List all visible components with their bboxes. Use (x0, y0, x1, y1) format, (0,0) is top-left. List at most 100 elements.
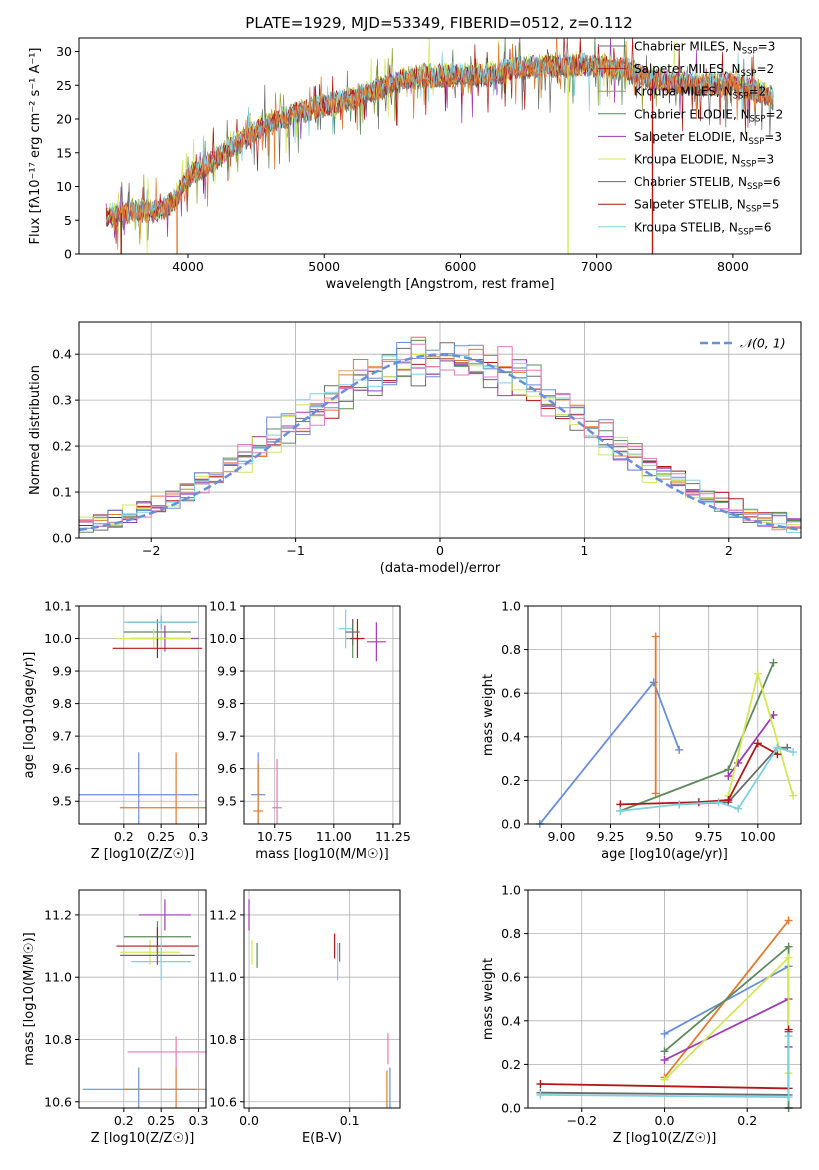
weight-line (663, 955, 790, 1081)
y-tick-label: 10.0 (209, 631, 237, 646)
weight-line (663, 944, 790, 1108)
x-tick-label: 10.75 (257, 829, 293, 844)
y-tick-label: 10.1 (209, 599, 237, 614)
y-tick-label: 1.0 (501, 599, 521, 614)
x-axis-label: Z [log10(Z/Z☉)] (91, 1131, 195, 1146)
x-tick-label: 0.3 (189, 1113, 209, 1128)
y-tick-label: 9.7 (52, 729, 72, 744)
y-axis-label: Normed distribution (28, 365, 43, 495)
y-tick-label: 9.8 (217, 696, 237, 711)
y-tick-label: 0.0 (501, 1101, 521, 1116)
axes-frame (527, 605, 802, 825)
chart-mass-vs-Z: 0.2 0.25 0.3 10.6 10.8 11.0 11.2 Z [log10(Z/Z☉)… (22, 889, 209, 1146)
y-tick-label: 10.8 (209, 1032, 237, 1047)
legend-text: Kroupa STELIB, N (634, 220, 738, 234)
y-tick-label: 11.2 (209, 907, 237, 922)
legend-label: Salpeter ELODIE, NSSP=3 (634, 130, 782, 147)
y-axis-label: Flux [fλ10⁻¹⁷ erg cm⁻² s⁻¹ A⁻¹] (28, 48, 43, 245)
x-tick-label: 2 (725, 543, 733, 558)
x-tick-label: 0.25 (147, 829, 175, 844)
chart-spectrum: 4000 5000 6000 7000 8000 0 5 10 15 20 25 30 waveleng… (28, 37, 802, 292)
y-tick-label: 0.6 (501, 970, 521, 985)
y-tick-label: 0.8 (501, 642, 521, 657)
x-axis-label: mass [log10(M/M☉)] (255, 847, 388, 862)
legend-text: =6 (763, 175, 781, 189)
x-axis-label: wavelength [Angstrom, rest frame] (326, 277, 555, 292)
x-tick-label: 0.2 (114, 1113, 134, 1128)
x-axis-label: (data-model)/error (380, 561, 501, 576)
chart-mass-vs-ebv: 0.0 0.1 10.6 10.8 11.0 11.2 E(B-V) (209, 889, 401, 1146)
y-tick-label: 15 (56, 145, 72, 160)
x-tick-label: 0.25 (147, 1113, 175, 1128)
x-axis-label: age [log10(age/yr)] (601, 847, 728, 862)
y-tick-label: 9.8 (52, 696, 72, 711)
x-tick-label: 7000 (581, 259, 613, 274)
legend-text: =5 (762, 198, 780, 212)
y-tick-label: 10.1 (44, 599, 72, 614)
x-tick-label: 9.50 (646, 829, 674, 844)
y-tick-label: 9.9 (217, 664, 237, 679)
legend-label: Kroupa MILES, NSSP=2 (634, 85, 766, 102)
legend-text: Salpeter ELODIE, N (634, 130, 748, 144)
y-axis-label: mass weight (481, 958, 496, 1040)
y-tick-label: 0.4 (501, 729, 521, 744)
legend-label: Salpeter STELIB, NSSP=5 (634, 198, 779, 215)
x-tick-label: 9.75 (695, 829, 723, 844)
legend-text: =3 (764, 130, 782, 144)
y-tick-label: 9.6 (52, 761, 72, 776)
x-tick-label: 4000 (172, 259, 204, 274)
x-tick-label: 0.0 (655, 1113, 675, 1128)
legend-text: Salpeter MILES, N (634, 62, 741, 76)
y-tick-label: 9.5 (217, 794, 237, 809)
y-tick-label: 0.8 (501, 926, 521, 941)
axes-frame (243, 605, 401, 825)
spectrum-line (105, 38, 774, 245)
legend-sub: SSP (746, 205, 762, 215)
legend-text: Chabrier MILES, N (634, 40, 742, 54)
x-tick-label: 10.00 (740, 829, 776, 844)
y-tick-label: 9.7 (217, 729, 237, 744)
y-tick-label: 10.6 (44, 1094, 72, 1109)
weight-line (664, 997, 790, 1061)
chart-residuals: −2 −1 0 1 2 0.0 0.1 0.2 0.3 0.4 (data-model)/error… (28, 321, 802, 576)
x-tick-label: 1 (580, 543, 588, 558)
legend-label: Chabrier STELIB, NSSP=6 (634, 175, 781, 192)
x-tick-label: 11.00 (316, 829, 352, 844)
legend-label: Salpeter MILES, NSSP=2 (634, 62, 774, 79)
legend-sub: SSP (748, 137, 764, 147)
y-tick-label: 5 (64, 213, 72, 228)
y-tick-label: 0.0 (501, 817, 521, 832)
y-tick-label: 11.0 (209, 970, 237, 985)
x-tick-label: −1 (286, 543, 304, 558)
x-tick-label: 0.2 (114, 829, 134, 844)
y-axis-label: mass [log10(M/M☉)] (22, 932, 37, 1065)
x-tick-label: 11.25 (375, 829, 411, 844)
axes-frame (243, 889, 401, 1109)
legend-text: =2 (766, 107, 784, 121)
y-tick-label: 11.2 (44, 907, 72, 922)
x-tick-label: 9.00 (547, 829, 575, 844)
y-tick-label: 10.8 (44, 1032, 72, 1047)
y-tick-label: 0.2 (501, 773, 521, 788)
y-axis-label: mass weight (481, 674, 496, 756)
legend-sub: SSP (733, 92, 749, 102)
y-axis-label: age [log10(age/yr)] (22, 652, 37, 779)
y-tick-label: 10.0 (44, 631, 72, 646)
legend-text: Kroupa ELODIE, N (634, 153, 741, 167)
y-tick-label: 0.4 (52, 347, 72, 362)
chart-age-vs-Z: 0.2 0.25 0.3 9.5 9.6 9.7 9.8 9.9 10.0 10.1 Z [log1… (22, 599, 208, 863)
y-tick-label: 10.6 (209, 1094, 237, 1109)
y-tick-label: 0.2 (501, 1057, 521, 1072)
x-tick-label: 0 (436, 543, 444, 558)
y-tick-label: 1.0 (501, 883, 521, 898)
y-tick-label: 0.4 (501, 1013, 521, 1028)
y-tick-label: 20 (56, 112, 72, 127)
legend-label: Kroupa ELODIE, NSSP=3 (634, 153, 774, 170)
legend-sub: SSP (750, 114, 766, 124)
legend-text: =3 (758, 40, 776, 54)
legend-sub: SSP (741, 160, 757, 170)
legend-label: Chabrier MILES, NSSP=3 (634, 40, 775, 57)
x-tick-label: 5000 (308, 259, 340, 274)
y-tick-label: 0.1 (52, 485, 72, 500)
